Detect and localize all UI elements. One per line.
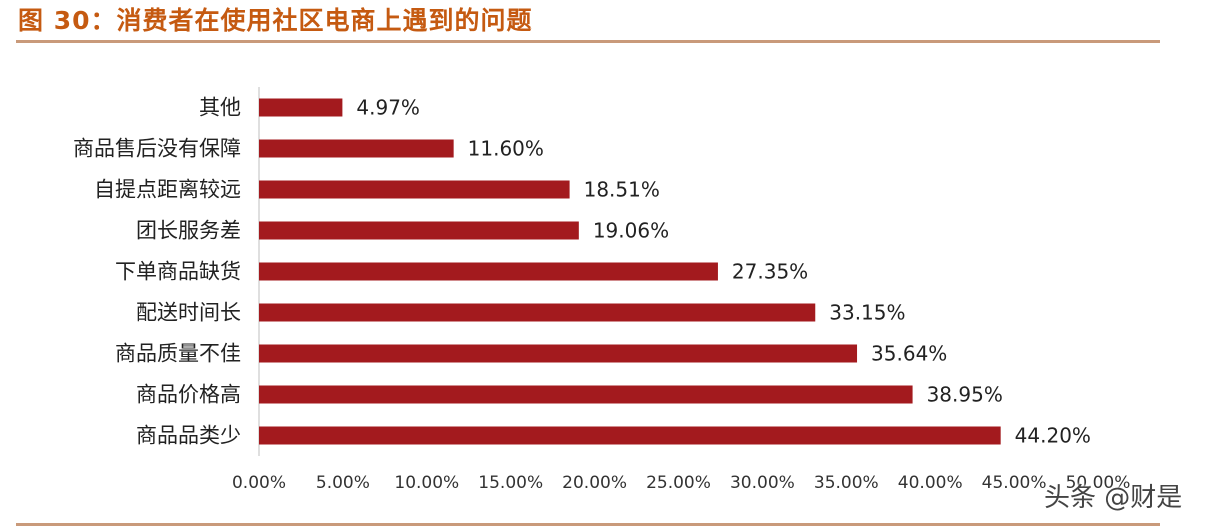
x-tick-label: 5.00%	[316, 473, 370, 493]
category-label: 自提点距离较远	[94, 178, 241, 202]
x-tick-label: 10.00%	[394, 473, 459, 493]
x-tick-label: 35.00%	[814, 473, 879, 493]
bar-6	[259, 303, 816, 322]
x-tick-label: 15.00%	[478, 473, 543, 493]
category-label: 下单商品缺货	[115, 260, 241, 284]
value-label: 33.15%	[829, 301, 905, 325]
category-label: 团长服务差	[136, 219, 241, 243]
category-label: 配送时间长	[136, 301, 241, 325]
value-label: 35.64%	[871, 342, 947, 366]
title-divider	[16, 40, 1160, 43]
bar-5	[259, 262, 718, 281]
value-label: 11.60%	[468, 137, 544, 161]
value-label: 27.35%	[732, 260, 808, 284]
value-label: 38.95%	[927, 383, 1003, 407]
x-tick-label: 40.00%	[898, 473, 963, 493]
page-title: 图 30：消费者在使用社区电商上遇到的问题	[18, 6, 533, 35]
bar-3	[259, 180, 570, 199]
watermark: 头条 @财是	[1044, 483, 1183, 513]
bar-9	[259, 426, 1001, 445]
category-label: 商品品类少	[136, 424, 241, 448]
x-tick-label: 0.00%	[232, 473, 286, 493]
value-label: 4.97%	[356, 96, 420, 120]
value-label: 18.51%	[584, 178, 660, 202]
bar-8	[259, 385, 913, 404]
x-tick-label: 50.00%	[1066, 473, 1131, 493]
category-label: 商品售后没有保障	[73, 137, 241, 161]
bottom-divider	[16, 523, 1160, 526]
category-label: 商品价格高	[136, 383, 241, 407]
x-tick-label: 25.00%	[646, 473, 711, 493]
bar-4	[259, 221, 579, 240]
value-label: 19.06%	[593, 219, 669, 243]
bar-2	[259, 139, 454, 158]
bar-1	[259, 98, 343, 117]
bar-7	[259, 344, 858, 363]
x-tick-label: 20.00%	[562, 473, 627, 493]
x-tick-label: 30.00%	[730, 473, 795, 493]
category-label: 商品质量不佳	[115, 342, 241, 366]
category-label: 其他	[199, 96, 241, 120]
value-label: 44.20%	[1015, 424, 1091, 448]
x-tick-label: 45.00%	[982, 473, 1047, 493]
